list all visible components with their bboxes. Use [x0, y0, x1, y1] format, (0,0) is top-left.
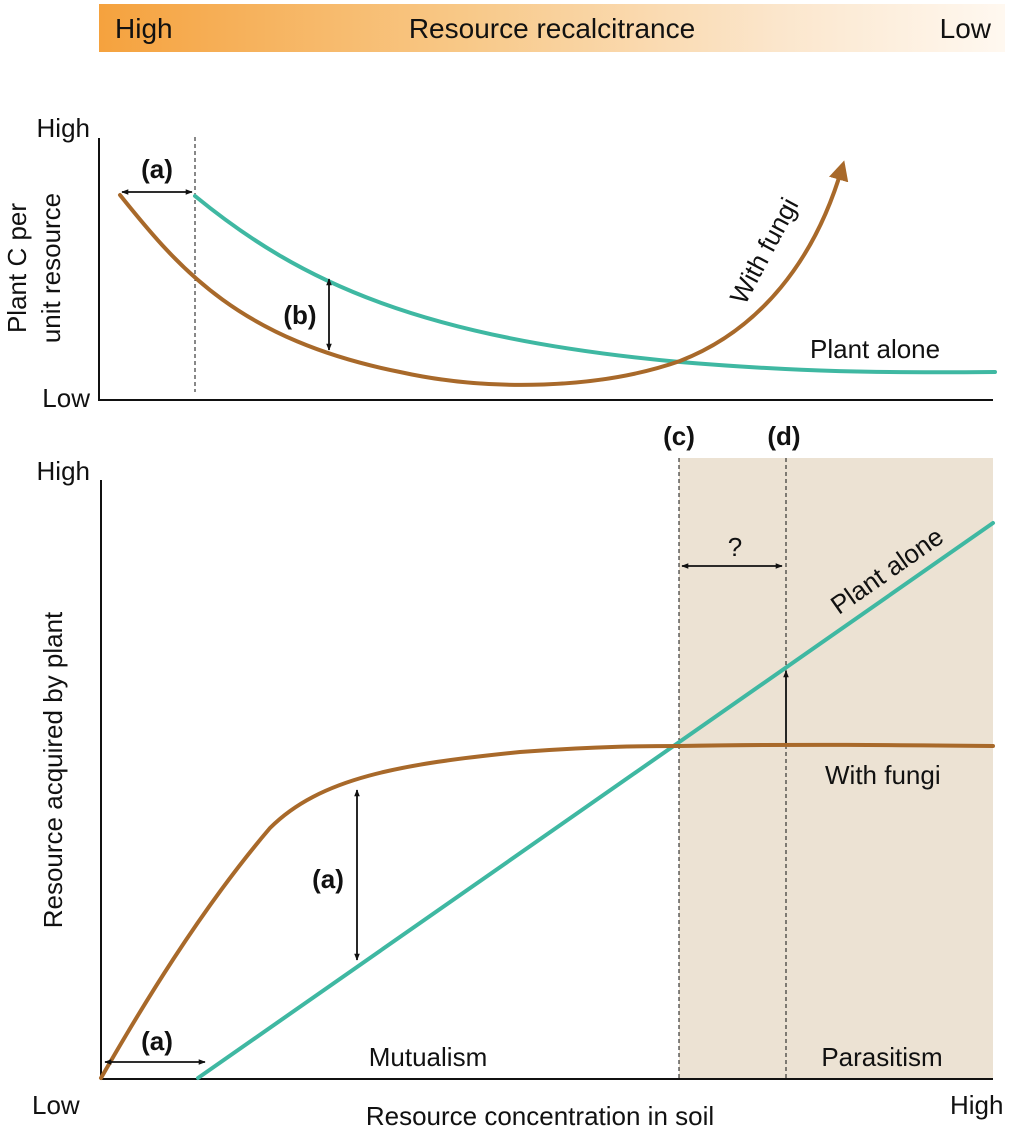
- top-b-label: (b): [283, 300, 316, 330]
- top-a-label: (a): [141, 154, 173, 184]
- recalcitrance-title: Resource recalcitrance: [408, 13, 696, 44]
- recalcitrance-high-label: High: [115, 13, 173, 44]
- bottom-x-low-label: Low: [32, 1090, 80, 1120]
- bottom-with-fungi-label: With fungi: [825, 760, 941, 790]
- recalcitrance-gradient-bar: High Resource recalcitrance Low: [99, 4, 1005, 52]
- top-y-high-label: High: [37, 113, 90, 143]
- top-y-label-line2: unit resource: [36, 193, 66, 343]
- mutualism-label: Mutualism: [369, 1042, 487, 1072]
- marker-c-label: (c): [663, 421, 695, 451]
- bottom-plant-alone-line: [196, 521, 995, 1080]
- marker-d-label: (d): [767, 421, 800, 451]
- top-with-fungi-curve: [118, 160, 849, 387]
- bottom-x-axis-label: Resource concentration in soil: [366, 1101, 714, 1131]
- bottom-x-high-label: High: [950, 1090, 1003, 1120]
- top-plant-alone-label: Plant alone: [810, 334, 940, 364]
- top-panel: High Low Plant C per unit resource (a) (…: [2, 113, 997, 413]
- top-plant-alone-curve: [193, 194, 997, 375]
- bottom-a-horizontal-label: (a): [141, 1026, 173, 1056]
- recalcitrance-low-label: Low: [939, 13, 991, 44]
- bottom-a-vertical-label: (a): [312, 864, 344, 894]
- question-mark-label: ?: [728, 532, 742, 562]
- bottom-y-axis-label: Resource acquired by plant: [38, 611, 68, 928]
- top-with-fungi-label: With fungi: [724, 193, 805, 309]
- bottom-y-high-label: High: [37, 456, 90, 486]
- top-y-low-label: Low: [42, 383, 90, 413]
- bottom-with-fungi-curve: [99, 742, 995, 1080]
- parasitism-label: Parasitism: [821, 1042, 942, 1072]
- top-y-label-line1: Plant C per: [2, 203, 32, 333]
- bottom-panel: High Low High Resource concentration in …: [32, 421, 1003, 1131]
